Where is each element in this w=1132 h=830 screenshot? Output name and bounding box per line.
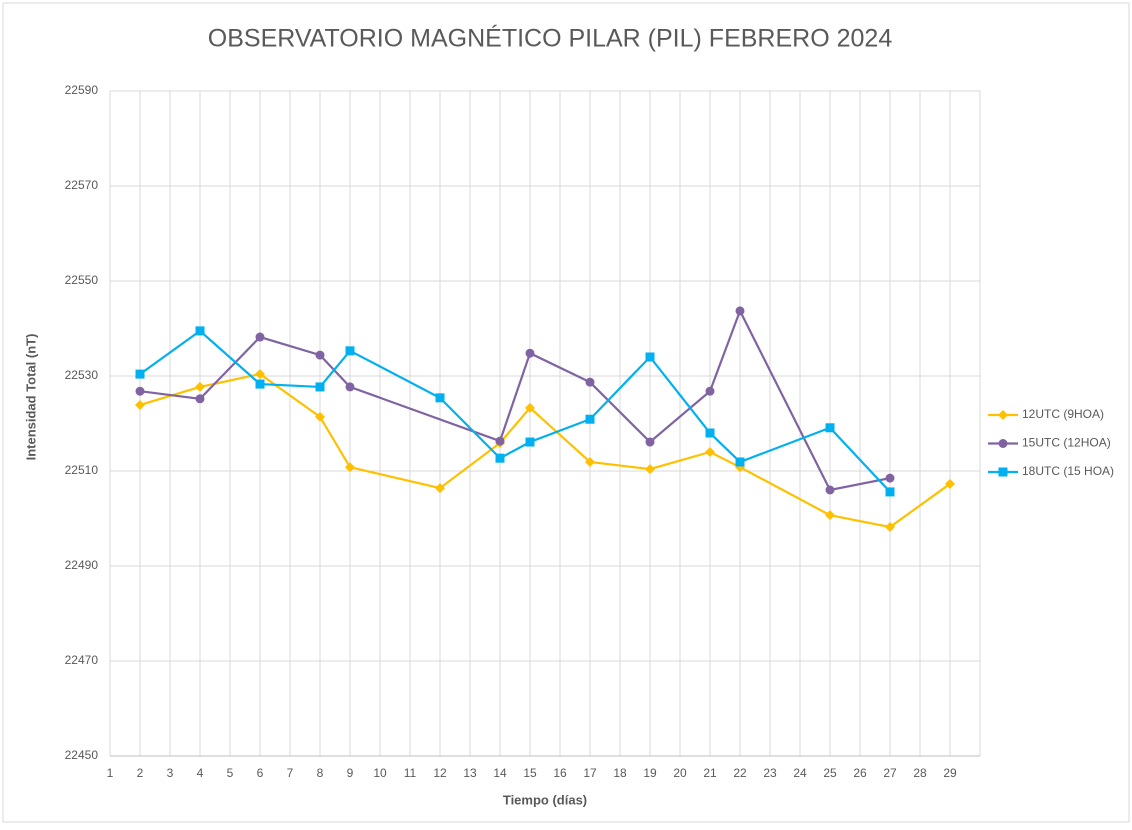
marker <box>435 483 445 494</box>
y-tick-label: 22450 <box>65 748 99 762</box>
marker <box>585 456 595 467</box>
marker <box>645 464 655 475</box>
y-tick-label: 22570 <box>65 178 99 192</box>
x-tick-label: 8 <box>317 766 324 780</box>
marker <box>195 394 205 404</box>
marker <box>585 414 595 424</box>
marker <box>435 393 445 403</box>
legend-label: 15UTC (12HOA) <box>1022 436 1111 450</box>
marker <box>705 386 715 396</box>
y-tick-label: 22590 <box>65 83 99 97</box>
x-tick-label: 22 <box>733 766 747 780</box>
x-tick-label: 16 <box>553 766 567 780</box>
x-tick-label: 27 <box>883 766 897 780</box>
marker <box>735 457 745 467</box>
marker <box>255 379 265 389</box>
marker <box>998 467 1008 477</box>
marker <box>345 382 355 392</box>
x-tick-label: 29 <box>943 766 957 780</box>
marker <box>885 473 895 483</box>
x-tick-label: 19 <box>643 766 657 780</box>
x-tick-label: 14 <box>493 766 507 780</box>
marker <box>885 487 895 497</box>
marker <box>825 423 835 433</box>
x-tick-label: 2 <box>137 766 144 780</box>
x-tick-label: 6 <box>257 766 264 780</box>
marker <box>998 439 1008 448</box>
x-tick-label: 24 <box>793 766 807 780</box>
x-tick-label: 12 <box>433 766 447 780</box>
x-tick-label: 26 <box>853 766 867 780</box>
y-tick-label: 22550 <box>65 273 99 287</box>
marker <box>315 411 325 422</box>
y-tick-label: 22510 <box>65 463 99 477</box>
marker <box>495 436 505 446</box>
marker <box>525 348 535 358</box>
x-tick-label: 9 <box>347 766 354 780</box>
marker <box>645 352 655 362</box>
marker <box>705 428 715 438</box>
marker <box>825 485 835 495</box>
marker <box>315 350 325 360</box>
marker <box>885 522 895 533</box>
marker <box>135 399 145 410</box>
legend-label: 12UTC (9HOA) <box>1022 407 1104 421</box>
x-tick-label: 21 <box>703 766 717 780</box>
marker <box>945 478 955 489</box>
marker <box>705 447 715 457</box>
x-tick-label: 15 <box>523 766 537 780</box>
series-line <box>139 329 891 493</box>
marker <box>345 462 355 473</box>
x-tick-label: 18 <box>613 766 627 780</box>
x-tick-label: 13 <box>463 766 477 780</box>
marker <box>135 386 145 396</box>
y-tick-label: 22530 <box>65 368 99 382</box>
x-tick-label: 4 <box>197 766 204 780</box>
x-tick-label: 23 <box>763 766 777 780</box>
marker <box>315 382 325 392</box>
x-tick-label: 11 <box>404 766 417 780</box>
x-tick-label: 10 <box>373 766 387 780</box>
marker <box>525 437 535 447</box>
y-tick-label: 22470 <box>65 653 99 667</box>
marker <box>255 369 265 380</box>
marker <box>345 346 355 356</box>
x-tick-label: 7 <box>287 766 294 780</box>
x-tick-label: 5 <box>227 766 234 780</box>
marker <box>195 381 205 392</box>
marker <box>195 326 205 336</box>
marker <box>998 410 1008 420</box>
marker <box>495 453 505 463</box>
marker <box>585 377 595 387</box>
marker <box>525 402 535 413</box>
marker <box>135 369 145 379</box>
x-tick-label: 3 <box>167 766 174 780</box>
x-tick-label: 28 <box>913 766 927 780</box>
x-axis-label: Tiempo (días) <box>503 792 587 807</box>
marker <box>825 510 835 521</box>
marker <box>255 332 265 342</box>
legend-label: 18UTC (15 HOA) <box>1022 464 1114 478</box>
chart-title: OBSERVATORIO MAGNÉTICO PILAR (PIL) FEBRE… <box>208 24 893 53</box>
x-tick-label: 20 <box>673 766 687 780</box>
y-tick-label: 22490 <box>65 558 99 572</box>
x-tick-label: 25 <box>823 766 837 780</box>
x-tick-label: 17 <box>583 766 597 780</box>
x-tick-label: 1 <box>107 766 114 780</box>
marker <box>735 306 745 316</box>
marker <box>645 437 655 447</box>
y-axis-label: Intensidad Total (nT) <box>23 334 38 461</box>
